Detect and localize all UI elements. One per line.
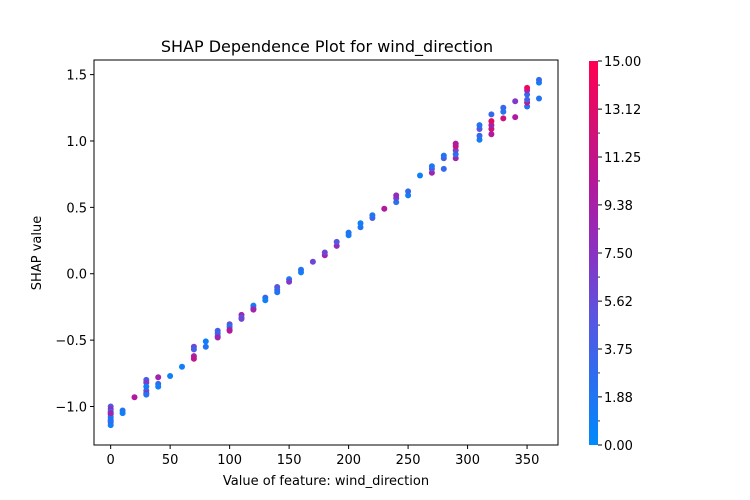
x-tick-label: 200 [336, 453, 361, 468]
data-point-63 [369, 212, 376, 219]
colorbar-tick-label: 7.50 [604, 247, 633, 262]
data-point-94 [512, 114, 519, 121]
data-point-81 [452, 140, 459, 147]
data-point-28 [202, 338, 209, 345]
data-point-98 [524, 96, 531, 103]
y-axis: −1.0 −0.5 0.0 0.5 1.0 1.5 [55, 69, 94, 416]
colorbar-tick-label: 1.88 [604, 391, 633, 406]
data-point-102 [536, 95, 542, 102]
data-point-27 [190, 355, 197, 362]
data-point-19 [155, 374, 162, 381]
y-tick-label: 1.0 [66, 135, 87, 150]
data-point-37 [226, 327, 233, 334]
y-tick-label: 0.5 [66, 201, 87, 216]
data-point-8 [107, 410, 114, 417]
data-point-29 [202, 343, 209, 350]
data-point-50 [286, 278, 293, 285]
data-point-23 [179, 363, 185, 370]
x-tick-label: 50 [162, 453, 179, 468]
data-point-45 [262, 297, 269, 304]
data-point-91 [500, 115, 507, 122]
y-axis-label: SHAP value [30, 216, 45, 290]
colorbar: 0.00 1.88 3.75 5.62 7.50 9.38 11.25 13.12 15.00 [589, 55, 641, 454]
data-point-53 [309, 258, 316, 265]
data-point-73 [428, 163, 435, 170]
colorbar-tick-label: 5.62 [604, 295, 633, 310]
data-point-21 [155, 383, 162, 390]
data-point-48 [274, 289, 281, 296]
plot-area: 0 50 100 150 200 250 300 350 −1.0 −0.5 0.0 0.5 1.0 1… [55, 59, 559, 468]
y-tick-label: 1.5 [66, 69, 87, 84]
data-point-59 [345, 229, 352, 236]
data-point-101 [524, 84, 531, 91]
data-point-76 [440, 152, 447, 159]
data-point-33 [214, 334, 221, 341]
data-point-69 [405, 188, 412, 195]
x-axis-label: Value of feature: wind_direction [223, 474, 429, 489]
x-tick-label: 0 [107, 453, 115, 468]
data-point-64 [381, 205, 388, 212]
data-point-52 [298, 266, 304, 273]
data-point-22 [167, 373, 174, 379]
data-point-90 [488, 111, 495, 118]
data-point-104 [536, 76, 542, 83]
colorbar-tick-label: 0.00 [604, 439, 633, 454]
data-point-83 [476, 132, 483, 139]
data-point-89 [488, 118, 495, 125]
y-tick-label: −0.5 [55, 334, 87, 349]
data-point-40 [238, 315, 245, 322]
data-point-86 [488, 131, 495, 138]
data-point-11 [119, 410, 126, 417]
x-tick-label: 100 [217, 453, 242, 468]
data-point-61 [357, 220, 364, 227]
data-point-55 [321, 249, 328, 256]
plot-frame [93, 59, 559, 446]
data-point-74 [440, 165, 447, 172]
chart-title: SHAP Dependence Plot for wind_direction [161, 37, 493, 57]
x-tick-label: 250 [396, 453, 421, 468]
data-point-25 [190, 346, 197, 353]
colorbar-tick-label: 11.25 [604, 151, 641, 166]
data-point-67 [393, 192, 400, 199]
data-point-43 [250, 306, 257, 313]
data-point-70 [417, 172, 423, 179]
colorbar-tick-label: 13.12 [604, 103, 641, 118]
colorbar-tick-label: 15.00 [604, 55, 641, 70]
colorbar-gradient [589, 61, 598, 445]
x-tick-label: 350 [515, 453, 540, 468]
data-point-57 [333, 238, 340, 245]
x-tick-label: 300 [455, 453, 480, 468]
colorbar-tick-label: 9.38 [604, 199, 633, 214]
y-tick-label: −1.0 [55, 401, 87, 416]
colorbar-ticks: 0.00 1.88 3.75 5.62 7.50 9.38 11.25 13.12 15.00 [598, 55, 641, 454]
x-axis: 0 50 100 150 200 250 300 350 [107, 445, 540, 468]
data-point-95 [512, 98, 519, 105]
x-tick-label: 150 [277, 453, 302, 468]
data-point-12 [131, 394, 138, 401]
colorbar-tick-label: 3.75 [604, 343, 633, 358]
data-point-85 [476, 122, 483, 129]
y-tick-label: 0.0 [66, 268, 87, 283]
scatter-points [107, 76, 542, 429]
data-point-18 [143, 391, 150, 398]
data-point-9 [107, 418, 114, 425]
data-point-93 [500, 104, 507, 111]
